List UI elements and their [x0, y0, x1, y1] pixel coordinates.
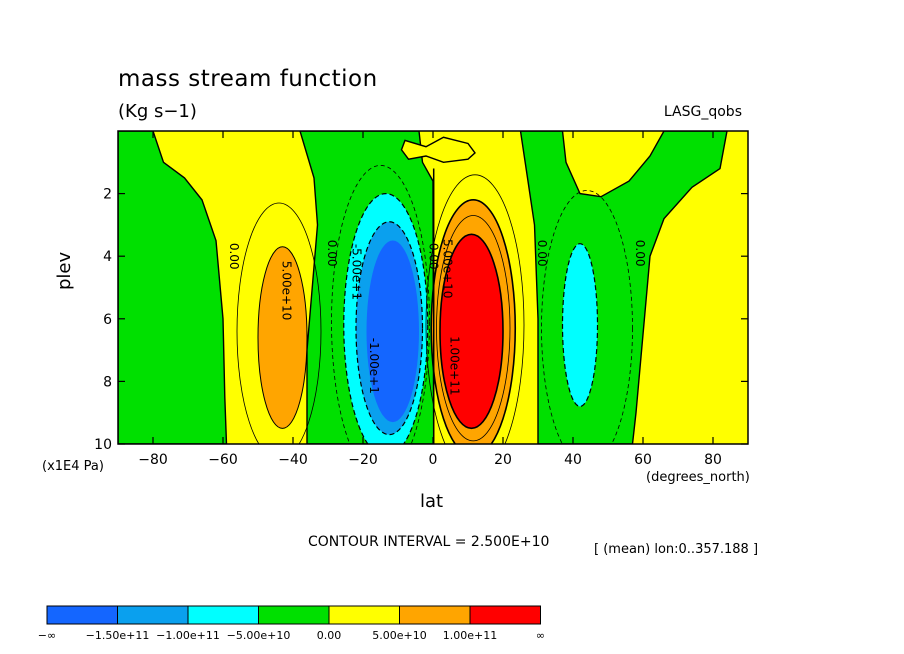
colorbar-swatch: [117, 605, 189, 625]
contour-northern-hadley-outer: [425, 174, 525, 444]
colorbar-swatch: [469, 605, 541, 625]
colorbar-swatch: [46, 605, 118, 625]
colorbar-label: −1.00e+11: [156, 629, 220, 642]
x-tick-label: 20: [494, 452, 512, 468]
dataset-label: LASG_qobs: [663, 104, 742, 120]
y-tick-label: 6: [103, 312, 112, 328]
colorbar-label: −5.00e+10: [227, 629, 291, 642]
x-tick-label: 40: [564, 452, 582, 468]
y-tick-label: 10: [94, 437, 112, 453]
axis-layer: −80 −60 −40 −20 0 20 40 60 80 2 4 6 8 10: [94, 131, 748, 468]
y-tick-label: 2: [103, 187, 112, 203]
contour-label: 0.00: [427, 243, 441, 270]
x-tick-label: 80: [704, 452, 722, 468]
colorbar-label: ∞: [536, 629, 545, 642]
colorbar-label: −1.50e+11: [86, 629, 150, 642]
contour-label: 5.00e+10: [440, 239, 454, 298]
field-negative-south-polar: [118, 131, 228, 444]
x-axis-units: (degrees_north): [646, 470, 750, 485]
colorbar-label: 1.00e+11: [443, 629, 497, 642]
contour-label: -5.00e+1: [350, 244, 364, 300]
contour-label: 0.00: [633, 240, 647, 267]
contour-northern-hadley-inner: [436, 215, 511, 442]
contour-label: 1.00e+11: [448, 336, 462, 395]
x-tick-label: 60: [634, 452, 652, 468]
field-southern-hadley-core: [366, 240, 419, 423]
colorbar-swatch: [258, 605, 330, 625]
colorbar-label: 0.00: [317, 629, 342, 642]
x-tick-label: −40: [278, 452, 308, 468]
x-tick-label: −60: [208, 452, 238, 468]
y-tick-label: 4: [103, 249, 112, 265]
y-axis-units: (x1E4 Pa): [42, 459, 104, 474]
colorbar-swatch: [399, 605, 471, 625]
field-northern-hadley-core: [439, 233, 504, 430]
contour-interval-note: CONTOUR INTERVAL = 2.500E+10: [308, 534, 550, 550]
contour-line-layer: [236, 165, 633, 444]
x-tick-label: −20: [348, 452, 378, 468]
contour-labels: 0.005.00e+100.00 -5.00e+1-1.00e+10.00 5.00…: [227, 239, 647, 396]
contour-northern-ferrel-outer: [541, 190, 633, 444]
contour-southern-hadley-outer: [331, 165, 430, 444]
contour-label: 5.00e+10: [279, 261, 293, 320]
contour-label: -1.00e+1: [367, 338, 381, 394]
colorbar-label: −∞: [38, 629, 56, 642]
field-northern-ferrel-core: [561, 243, 599, 408]
contour-label: 0.00: [227, 243, 241, 270]
chart-title: mass stream function: [118, 66, 378, 92]
y-axis-label: plev: [54, 251, 75, 290]
contour-label: 0.00: [535, 240, 549, 267]
colorbar-label: 5.00e+10: [372, 629, 426, 642]
x-tick-label: −80: [138, 452, 168, 468]
x-tick-label: 0: [429, 452, 438, 468]
units-label: (Kg s−1): [118, 101, 197, 122]
contour-southern-ferrel-outer: [236, 202, 322, 444]
colorbar: −∞ −1.50e+11 −1.00e+11 −5.00e+10 0.00 5.00e+1…: [38, 605, 545, 642]
x-axis-label: lat: [420, 491, 444, 512]
colorbar-swatch: [328, 605, 400, 625]
y-tick-label: 8: [103, 374, 112, 390]
contour-label: 0.00: [325, 240, 339, 267]
colorbar-swatch: [187, 605, 259, 625]
field-southern-ferrel-core: [257, 246, 308, 429]
field-positive-upper-patch: [400, 136, 476, 164]
mean-note: [ (mean) lon:0..357.188 ]: [594, 542, 759, 557]
